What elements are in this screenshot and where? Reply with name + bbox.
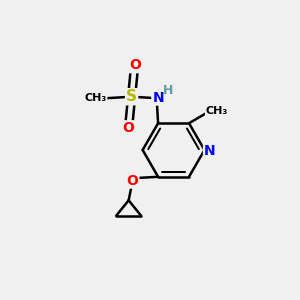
- Text: N: N: [204, 144, 216, 158]
- Text: CH₃: CH₃: [206, 106, 228, 116]
- Text: N: N: [152, 91, 164, 105]
- Text: CH₃: CH₃: [84, 93, 106, 103]
- Text: O: O: [122, 121, 134, 135]
- Text: O: O: [129, 58, 141, 72]
- Text: H: H: [163, 84, 173, 97]
- Text: O: O: [127, 174, 138, 188]
- Text: S: S: [126, 89, 137, 104]
